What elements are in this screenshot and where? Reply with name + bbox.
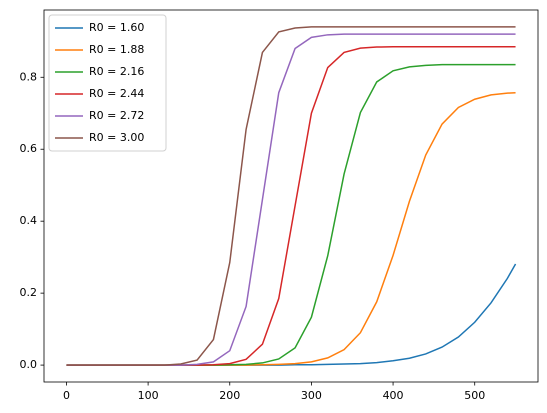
x-tick-label: 100 — [138, 389, 159, 402]
series-line — [66, 26, 516, 366]
y-tick-label: 0.6 — [20, 142, 38, 155]
y-tick-label: 0.4 — [20, 214, 38, 227]
y-tick-label: 0.0 — [20, 358, 38, 371]
x-tick-label: 500 — [464, 389, 485, 402]
legend-label: R0 = 3.00 — [89, 131, 144, 144]
x-tick-label: 400 — [383, 389, 404, 402]
x-tick-label: 0 — [63, 389, 70, 402]
x-tick-label: 300 — [301, 389, 322, 402]
y-tick-label: 0.2 — [20, 286, 38, 299]
legend-label: R0 = 1.88 — [89, 43, 144, 56]
legend-label: R0 = 1.60 — [89, 21, 144, 34]
legend-label: R0 = 2.16 — [89, 65, 144, 78]
legend-box — [48, 14, 167, 152]
legend-label: R0 = 2.72 — [89, 109, 144, 122]
x-tick-label: 200 — [219, 389, 240, 402]
legend-label: R0 = 2.44 — [89, 87, 144, 100]
y-tick-label: 0.8 — [20, 70, 38, 83]
